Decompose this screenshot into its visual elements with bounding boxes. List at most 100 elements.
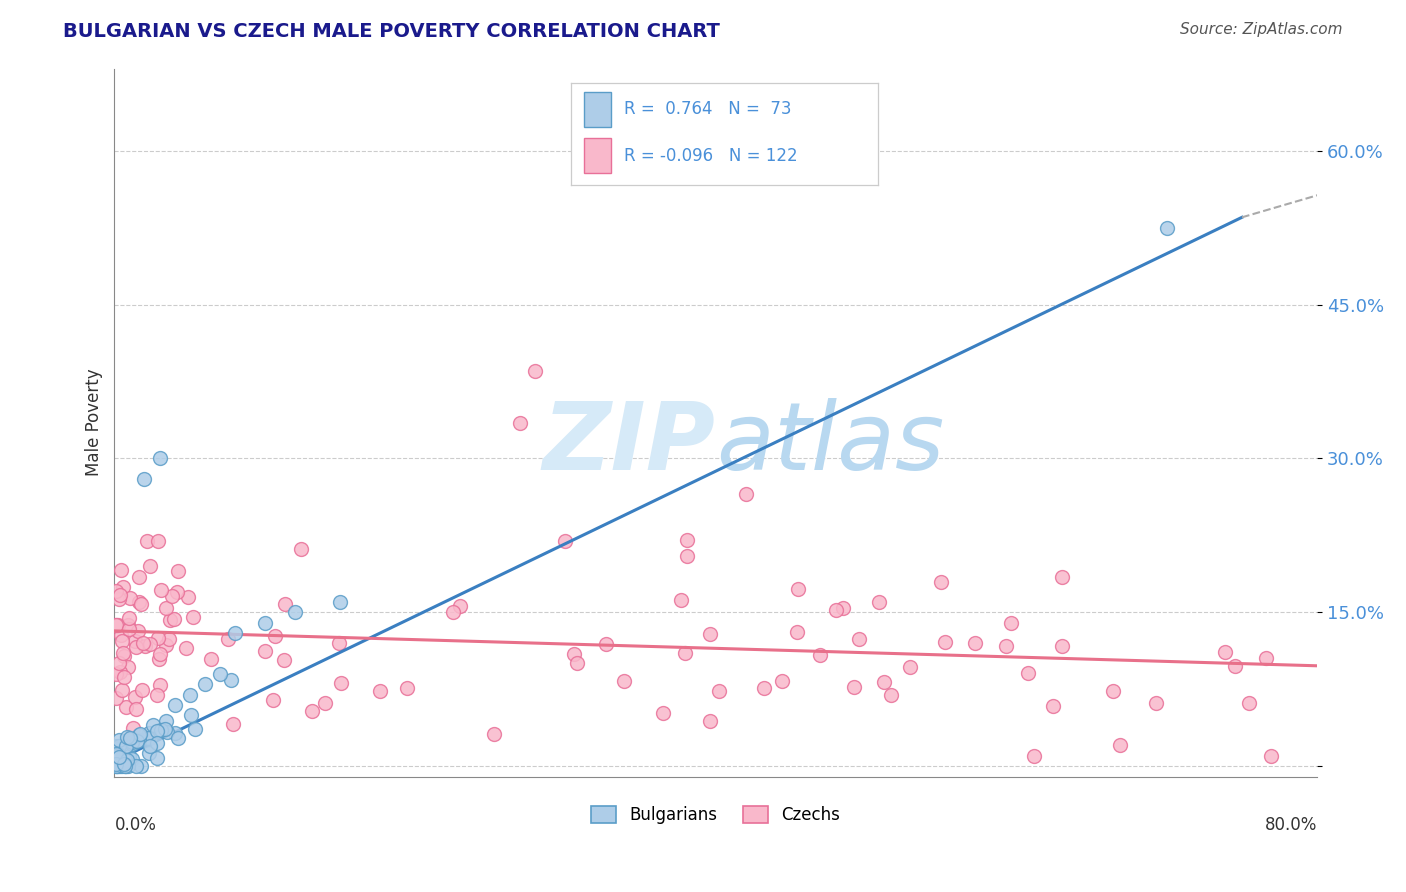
Point [104, 690, 127, 705]
Point [707, 684, 730, 698]
Point [117, 622, 139, 636]
Point [699, 626, 721, 640]
Point [149, 583, 172, 598]
Point [179, 688, 201, 702]
Point [112, 649, 135, 664]
Point [125, 759, 148, 773]
Point [117, 759, 139, 773]
Point [107, 759, 129, 773]
Point [329, 595, 352, 609]
Point [134, 640, 156, 654]
Point [669, 593, 692, 607]
Point [127, 624, 149, 638]
Text: Source: ZipAtlas.com: Source: ZipAtlas.com [1180, 22, 1343, 37]
Point [108, 665, 131, 679]
Point [125, 702, 148, 716]
Point [136, 533, 159, 548]
Point [107, 739, 129, 753]
Point [449, 599, 471, 614]
Y-axis label: Male Poverty: Male Poverty [86, 368, 103, 476]
Point [565, 656, 588, 670]
Point [832, 601, 855, 615]
Point [128, 728, 150, 742]
Point [115, 730, 138, 744]
Point [115, 754, 138, 768]
Point [898, 660, 921, 674]
Point [118, 731, 141, 745]
Point [167, 731, 190, 745]
Point [274, 598, 297, 612]
Point [1050, 640, 1073, 654]
Point [200, 652, 222, 666]
Point [166, 564, 188, 578]
Point [368, 684, 391, 698]
Point [105, 759, 128, 773]
Point [842, 680, 865, 694]
Point [254, 643, 277, 657]
Point [1260, 749, 1282, 764]
Point [509, 416, 531, 430]
Point [124, 690, 146, 705]
Point [108, 750, 131, 764]
Point [787, 582, 810, 597]
Point [595, 637, 617, 651]
Point [115, 699, 138, 714]
Point [1254, 651, 1277, 665]
Point [808, 648, 831, 662]
Point [111, 646, 134, 660]
Point [118, 748, 141, 763]
Point [146, 723, 169, 738]
Point [111, 683, 134, 698]
Point [273, 653, 295, 667]
Text: 80.0%: 80.0% [1265, 815, 1317, 833]
Point [484, 727, 506, 741]
Point [156, 724, 179, 739]
Point [129, 727, 152, 741]
Point [963, 635, 986, 649]
Point [108, 732, 131, 747]
Point [111, 759, 134, 773]
Point [155, 714, 177, 728]
Point [1050, 569, 1073, 583]
Text: atlas: atlas [716, 399, 943, 490]
Point [165, 725, 187, 739]
Point [107, 747, 129, 761]
Point [395, 681, 418, 696]
Point [117, 659, 139, 673]
Point [224, 626, 246, 640]
Point [112, 670, 135, 684]
Point [562, 647, 585, 661]
Point [105, 747, 128, 761]
Point [180, 707, 202, 722]
Point [145, 737, 167, 751]
Point [301, 704, 323, 718]
Point [105, 759, 128, 773]
Point [786, 625, 808, 640]
Point [676, 549, 699, 563]
Point [166, 584, 188, 599]
Point [118, 610, 141, 624]
Point [146, 533, 169, 548]
Point [121, 737, 143, 751]
Point [177, 590, 200, 604]
Point [104, 618, 127, 632]
Point [121, 721, 143, 735]
Point [880, 688, 903, 702]
Point [138, 746, 160, 760]
Point [131, 682, 153, 697]
Point [104, 749, 127, 764]
Point [868, 595, 890, 609]
Point [129, 597, 152, 611]
Point [1225, 659, 1247, 673]
Point [329, 676, 352, 690]
Point [1102, 683, 1125, 698]
Point [848, 632, 870, 647]
Point [108, 588, 131, 602]
Point [134, 472, 156, 486]
Point [284, 606, 307, 620]
Point [222, 717, 245, 731]
Point [107, 618, 129, 632]
Point [314, 696, 336, 710]
Point [208, 667, 231, 681]
Point [128, 733, 150, 747]
